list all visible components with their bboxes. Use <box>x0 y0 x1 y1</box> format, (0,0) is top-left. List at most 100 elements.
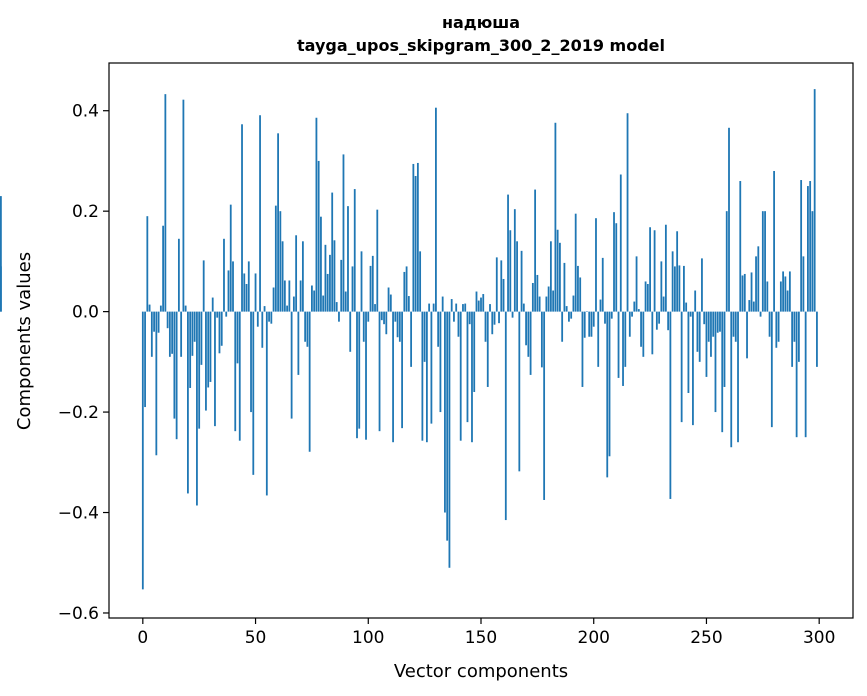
bar <box>624 311 627 367</box>
bar <box>703 311 706 325</box>
bar <box>182 99 185 312</box>
bar <box>637 309 640 312</box>
bar <box>592 311 595 327</box>
bar <box>588 311 591 337</box>
bar <box>574 213 577 312</box>
bar <box>493 311 496 325</box>
bar <box>687 311 690 393</box>
bar <box>227 270 230 312</box>
bar <box>320 216 322 312</box>
bar <box>342 154 345 312</box>
bar <box>761 211 764 312</box>
bar <box>678 265 681 312</box>
x-tick-label: 200 <box>578 628 610 648</box>
bar <box>795 311 798 438</box>
chart-subtitle: tayga_upos_skipgram_300_2_2019 model <box>297 36 665 55</box>
bar <box>752 301 755 312</box>
bar <box>471 311 473 443</box>
bar <box>509 230 512 312</box>
bar <box>324 244 327 312</box>
bar <box>360 251 363 312</box>
bar <box>340 259 343 312</box>
bar <box>441 296 444 312</box>
bar <box>667 311 670 331</box>
bar <box>579 277 582 312</box>
bar <box>301 241 304 312</box>
bar <box>175 311 178 440</box>
bar <box>676 231 679 312</box>
bar <box>608 311 611 457</box>
bar <box>286 305 289 312</box>
bar <box>150 311 153 357</box>
bar <box>466 311 469 423</box>
bar <box>570 311 573 319</box>
bar <box>534 189 537 312</box>
bar <box>304 311 307 342</box>
bar <box>664 224 667 312</box>
bar <box>606 311 609 478</box>
bar <box>635 256 638 312</box>
bar <box>707 311 710 342</box>
bar <box>223 238 225 312</box>
bar <box>513 209 516 312</box>
bar <box>153 311 155 332</box>
bar <box>640 311 642 347</box>
bar <box>159 305 162 312</box>
bar <box>755 256 757 312</box>
bar <box>613 212 615 312</box>
bar <box>615 223 618 312</box>
bar <box>653 230 656 312</box>
bar <box>816 311 818 367</box>
bar <box>549 241 552 312</box>
y-axis: −0.6 −0.4 −0.2 0.0 0.2 0.4 <box>58 102 109 624</box>
bar <box>164 94 167 312</box>
bar <box>651 311 654 355</box>
bar <box>189 311 192 388</box>
bar <box>649 227 651 312</box>
bar <box>498 311 500 324</box>
bar <box>748 300 751 312</box>
bar <box>209 311 212 382</box>
bar <box>604 311 606 324</box>
y-tick-label: −0.4 <box>58 504 99 524</box>
x-tick-label: 50 <box>245 628 267 648</box>
bar <box>317 160 320 312</box>
bar <box>410 311 413 367</box>
bar <box>694 290 697 312</box>
bar <box>261 311 264 348</box>
bar <box>358 311 361 429</box>
bar <box>662 296 665 312</box>
bar <box>315 117 318 312</box>
bar <box>642 311 645 357</box>
bar <box>480 297 482 312</box>
bar <box>617 311 620 378</box>
bar <box>369 265 372 312</box>
bar <box>376 209 379 312</box>
bar <box>473 311 476 392</box>
bar <box>725 211 728 312</box>
bar <box>403 271 406 312</box>
bar <box>543 311 546 500</box>
bar <box>202 260 205 312</box>
bar <box>804 311 807 438</box>
bar <box>299 280 302 312</box>
bar <box>322 295 325 312</box>
bar <box>177 238 180 312</box>
bar <box>484 311 487 342</box>
bar <box>660 261 663 312</box>
bar <box>563 262 566 312</box>
bar <box>146 216 149 312</box>
bar <box>536 274 539 312</box>
bar <box>554 122 557 312</box>
bar <box>669 311 672 499</box>
bar <box>701 258 703 312</box>
bar <box>628 311 631 337</box>
bars-group <box>0 89 818 590</box>
bar <box>712 311 715 337</box>
bar <box>396 311 399 338</box>
x-tick-label: 250 <box>690 628 722 648</box>
x-tick-label: 100 <box>352 628 384 648</box>
y-tick-label: 0.4 <box>72 102 99 122</box>
bar <box>626 113 629 312</box>
